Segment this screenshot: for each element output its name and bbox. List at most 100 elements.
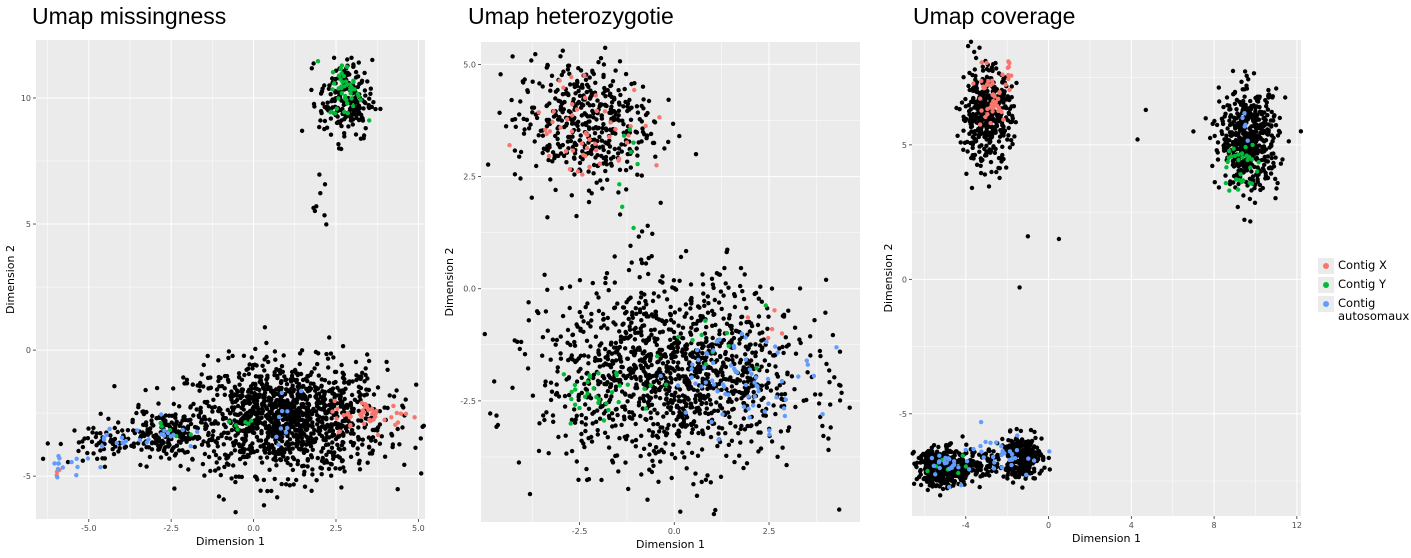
point-other — [583, 402, 588, 407]
point-other — [662, 146, 667, 151]
point-other — [747, 329, 753, 334]
point-other — [616, 469, 621, 474]
point-other — [367, 105, 372, 111]
point-other — [734, 354, 739, 359]
point-other — [202, 414, 207, 419]
point-other — [316, 351, 321, 356]
point-other — [530, 105, 535, 110]
point-other — [306, 401, 311, 407]
point-other — [595, 428, 600, 433]
point-contig-x — [624, 140, 630, 145]
point-other — [536, 448, 542, 454]
point-other — [329, 445, 335, 450]
point-other — [1264, 131, 1270, 136]
point-other — [261, 477, 267, 483]
point-other — [1266, 87, 1271, 93]
point-other — [644, 302, 649, 307]
point-other — [673, 287, 679, 292]
point-other — [617, 212, 623, 217]
point-other — [965, 149, 970, 154]
point-other — [295, 371, 301, 376]
point-contig-x — [582, 95, 588, 101]
point-contig-autosomaux — [752, 380, 757, 385]
point-other — [726, 377, 731, 382]
point-other — [340, 375, 346, 380]
point-other — [671, 278, 677, 283]
point-contig-autosomaux — [107, 426, 112, 432]
point-other — [130, 419, 135, 425]
point-other — [510, 385, 515, 390]
point-other — [553, 96, 558, 101]
point-other — [294, 377, 299, 383]
point-other — [342, 134, 347, 139]
point-other — [298, 423, 303, 428]
point-other — [324, 452, 329, 457]
point-other — [301, 393, 306, 398]
point-other — [729, 384, 735, 389]
point-other — [786, 425, 792, 430]
point-other — [109, 437, 114, 442]
point-other — [173, 412, 178, 417]
point-other — [569, 193, 574, 198]
point-other — [247, 362, 252, 367]
point-other — [773, 411, 778, 417]
point-other — [628, 117, 634, 123]
point-other — [198, 405, 203, 410]
point-other — [625, 399, 630, 404]
point-other — [356, 389, 361, 395]
point-other — [264, 340, 269, 346]
point-other — [847, 405, 852, 410]
point-other — [558, 356, 564, 361]
point-other — [319, 472, 324, 477]
point-other — [226, 430, 231, 436]
point-other — [293, 427, 298, 432]
point-other — [91, 425, 96, 431]
point-other — [702, 303, 707, 308]
point-other — [603, 168, 608, 174]
point-other — [984, 143, 989, 148]
point-other — [977, 149, 982, 154]
point-other — [609, 94, 614, 100]
point-other — [1012, 134, 1017, 139]
point-other — [679, 367, 685, 372]
point-other — [237, 382, 242, 387]
point-other — [749, 423, 754, 428]
point-contig-y — [635, 161, 640, 167]
point-contig-autosomaux — [767, 428, 772, 433]
point-other — [967, 87, 972, 93]
point-contig-y — [336, 96, 341, 101]
point-other — [550, 150, 556, 155]
point-other — [382, 405, 387, 410]
point-other — [296, 406, 302, 411]
point-other — [700, 345, 705, 351]
point-other — [605, 388, 611, 394]
point-other — [638, 378, 643, 383]
point-contig-x — [607, 134, 612, 140]
point-other — [576, 88, 581, 94]
point-contig-y — [344, 64, 350, 70]
point-other — [513, 124, 518, 129]
point-other — [621, 122, 626, 127]
point-other — [704, 401, 709, 406]
point-other — [357, 467, 363, 472]
point-other — [216, 378, 221, 384]
point-other — [753, 353, 758, 359]
point-other — [216, 358, 221, 363]
point-other — [615, 301, 620, 306]
point-other — [963, 96, 968, 102]
point-other — [582, 444, 587, 450]
point-other — [213, 468, 218, 473]
point-other — [330, 440, 335, 445]
point-contig-y — [367, 118, 372, 123]
point-contig-autosomaux — [162, 428, 167, 433]
point-other — [328, 132, 334, 137]
point-contig-x — [592, 141, 598, 146]
point-contig-y — [699, 332, 704, 338]
point-other — [360, 442, 365, 447]
point-contig-y — [569, 389, 574, 395]
point-other — [580, 149, 585, 154]
point-other — [279, 439, 285, 444]
point-other — [636, 403, 642, 408]
point-other — [362, 88, 368, 93]
point-other — [370, 435, 376, 440]
